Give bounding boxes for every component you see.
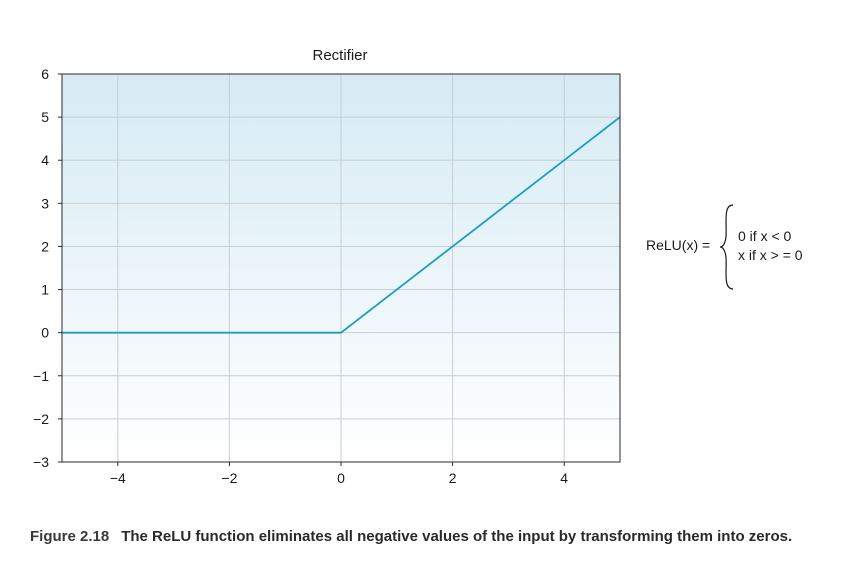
- series-line: [62, 116, 621, 334]
- formula-lhs: ReLU(x) =: [646, 237, 711, 253]
- grid-lines: [62, 74, 620, 462]
- x-tick-label: 4: [560, 470, 568, 486]
- formula-case-2: x if x > = 0: [738, 247, 803, 263]
- y-axis-ticks: −3 −2 −1 0 1 2 3 4 5 6: [33, 66, 62, 470]
- formula-case-1: 0 if x < 0: [738, 228, 792, 244]
- x-tick-label: 0: [337, 470, 345, 486]
- y-tick-label: 4: [41, 152, 49, 168]
- x-tick-label: 2: [449, 470, 457, 486]
- x-tick-label: −4: [110, 470, 126, 486]
- formula-cases: 0 if x < 0 x if x > = 0: [738, 227, 803, 265]
- y-tick-label: 1: [41, 282, 49, 298]
- curly-brace-icon: [719, 204, 734, 290]
- x-axis-ticks: −4 −2 0 2 4: [110, 462, 568, 486]
- y-tick-label: −3: [33, 454, 49, 470]
- relu-line: [62, 116, 621, 334]
- y-tick-label: 6: [41, 66, 49, 82]
- figure-caption: Figure 2.18 The ReLU function eliminates …: [30, 526, 830, 547]
- chart-title: Rectifier: [312, 47, 367, 64]
- y-tick-label: 5: [41, 109, 49, 125]
- caption-text: The ReLU function eliminates all negativ…: [121, 528, 793, 545]
- relu-chart: Rectifier −4 −2 0 2 4 −3 −2 −1 0 1 2 3 4 5 6: [33, 47, 621, 486]
- y-tick-label: 2: [41, 238, 49, 254]
- x-tick-label: −2: [221, 470, 237, 486]
- caption-label: Figure 2.18: [30, 528, 110, 545]
- y-tick-label: −1: [33, 368, 49, 384]
- y-tick-label: −2: [33, 411, 49, 427]
- y-tick-label: 3: [41, 195, 49, 211]
- y-tick-label: 0: [41, 325, 49, 341]
